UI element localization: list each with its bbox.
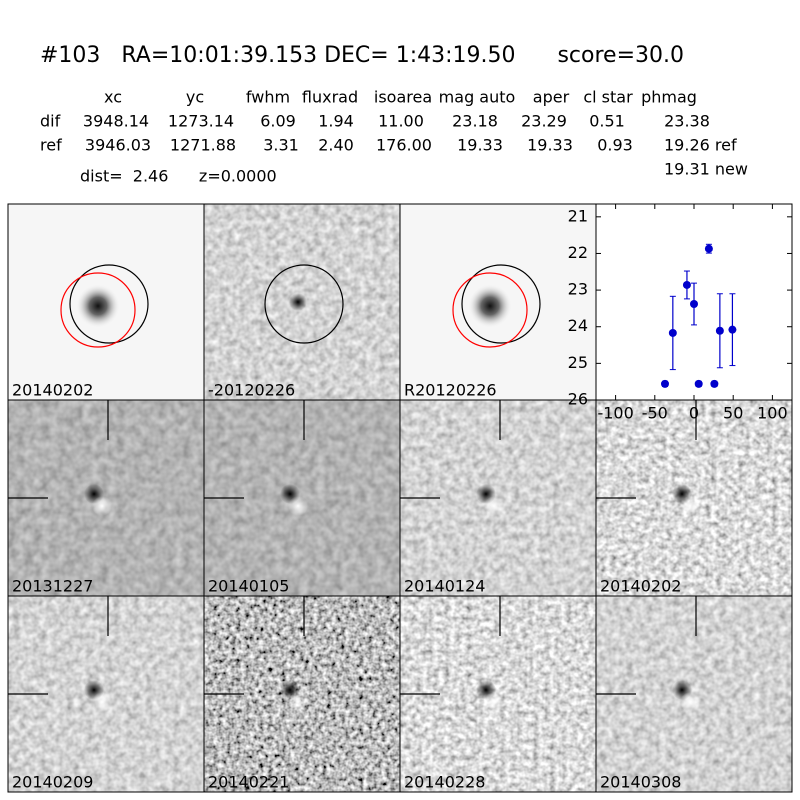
- ref-aperture: [60, 272, 136, 348]
- y-tick-label: 25: [568, 353, 588, 372]
- residual: [289, 293, 307, 311]
- source-aperture: [264, 264, 344, 344]
- stamp-label: 20140124: [404, 577, 485, 596]
- image-stamp: R20120226: [399, 203, 597, 401]
- table-cell: 3946.03: [85, 136, 151, 155]
- table-cell: 176.00: [376, 136, 432, 155]
- column-header: fluxrad: [302, 88, 358, 107]
- data-point: [694, 379, 703, 388]
- residual-bright: [484, 496, 504, 516]
- data-point: [668, 328, 677, 337]
- stamp-label: 20140202: [600, 577, 681, 596]
- table-cell: 1273.14: [168, 112, 234, 131]
- x-tick-label: 0: [689, 404, 699, 423]
- source: [468, 284, 512, 328]
- table-cell: 2.40: [318, 136, 354, 155]
- stamp-border: [595, 595, 793, 793]
- stamp-label: -20120226: [208, 381, 295, 400]
- stamp-label: 20140202: [12, 381, 93, 400]
- table-cell: 6.09: [260, 112, 296, 131]
- title: #103 RA=10:01:39.153 DEC= 1:43:19.50 sco…: [40, 43, 684, 68]
- image-stamp: 20140209: [7, 595, 205, 793]
- data-point: [704, 244, 713, 253]
- y-tick-label: 26: [568, 390, 588, 409]
- data-point: [682, 280, 691, 289]
- data-point: [715, 326, 724, 335]
- table-cell: 3.31: [263, 136, 299, 155]
- residual-bright: [288, 496, 308, 516]
- stamp-label: 20131227: [12, 577, 93, 596]
- x-tick-label: -50: [642, 404, 668, 423]
- column-header: mag auto: [439, 88, 516, 107]
- table-cell: 11.00: [378, 112, 424, 131]
- stamp-label: 20140209: [12, 773, 93, 792]
- stamp-label: 20140308: [600, 773, 681, 792]
- residual-bright: [92, 692, 112, 712]
- image-stamp: 20140202: [595, 399, 793, 597]
- table-cell: 23.18: [452, 112, 498, 131]
- column-header: xc: [104, 88, 122, 107]
- image-stamp: -20120226: [203, 203, 401, 401]
- data-point: [710, 379, 719, 388]
- table-cell: 3948.14: [83, 112, 149, 131]
- source: [76, 284, 120, 328]
- residual-bright: [92, 496, 112, 516]
- table-cell: 1271.88: [170, 136, 236, 155]
- image-stamp: 20131227: [7, 399, 205, 597]
- table-cell: 23.29: [521, 112, 567, 131]
- y-tick-label: 22: [568, 243, 588, 262]
- table-cell: 19.33: [527, 136, 573, 155]
- image-stamp: 20140221: [203, 595, 401, 793]
- image-stamp: 20140308: [595, 595, 793, 793]
- row-label: ref: [40, 136, 62, 155]
- x-tick-label: -100: [597, 404, 633, 423]
- stamp-label: 20140228: [404, 773, 485, 792]
- stamp-label: 20140105: [208, 577, 289, 596]
- residual-bright: [484, 692, 504, 712]
- image-stamp: 20140202: [7, 203, 205, 401]
- column-header: aper: [533, 88, 570, 107]
- column-header: isoarea: [374, 88, 432, 107]
- column-header: cl star: [583, 88, 633, 107]
- column-header: fwhm: [246, 88, 290, 107]
- y-tick-label: 23: [568, 280, 588, 299]
- table-cell: 0.51: [589, 112, 625, 131]
- table-cell: 19.33: [457, 136, 503, 155]
- ref-aperture: [452, 272, 528, 348]
- source-aperture: [461, 264, 541, 344]
- x-tick-label: 100: [757, 404, 788, 423]
- data-point: [728, 325, 737, 334]
- x-tick-label: 50: [723, 404, 743, 423]
- column-header: yc: [186, 88, 204, 107]
- source-aperture: [69, 264, 149, 344]
- residual-bright: [288, 692, 308, 712]
- column-header: phmag: [641, 88, 697, 107]
- data-point: [690, 300, 698, 309]
- table-cell: 0.93: [597, 136, 633, 155]
- image-stamp: 20140228: [399, 595, 597, 793]
- y-tick-label: 21: [568, 206, 588, 225]
- row-label: dif: [40, 112, 61, 131]
- y-tick-label: 24: [568, 316, 588, 335]
- residual-bright: [680, 496, 700, 516]
- data-point: [660, 379, 669, 388]
- residual-bright: [680, 692, 700, 712]
- image-stamp: 20140105: [203, 399, 401, 597]
- new-mag: 19.31 new: [664, 160, 748, 179]
- stamp-label: 20140221: [208, 773, 289, 792]
- table-cell: 23.38: [664, 112, 710, 131]
- stamp-label: R20120226: [404, 381, 497, 400]
- dist-line: dist= 2.46 z=0.0000: [80, 167, 277, 186]
- table-cell: 19.26 ref: [664, 136, 737, 155]
- image-stamp: 20140124: [399, 399, 597, 597]
- table-cell: 1.94: [318, 112, 354, 131]
